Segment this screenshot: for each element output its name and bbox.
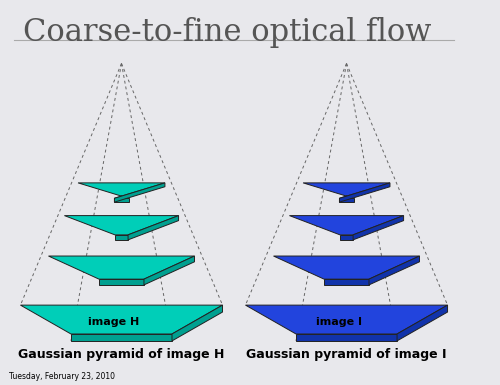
Polygon shape (99, 279, 144, 285)
Text: Tuesday, February 23, 2010: Tuesday, February 23, 2010 (9, 372, 115, 381)
Polygon shape (340, 235, 353, 240)
Text: image I: image I (316, 318, 362, 327)
Polygon shape (303, 183, 390, 198)
Polygon shape (48, 256, 195, 279)
Text: image H: image H (88, 318, 140, 327)
Text: Gaussian pyramid of image I: Gaussian pyramid of image I (246, 348, 447, 361)
Polygon shape (114, 198, 128, 202)
Polygon shape (340, 183, 390, 202)
Polygon shape (78, 183, 165, 198)
Polygon shape (290, 216, 404, 235)
Polygon shape (397, 305, 448, 341)
Polygon shape (20, 305, 222, 334)
Polygon shape (353, 216, 404, 240)
Polygon shape (115, 235, 128, 240)
Polygon shape (64, 216, 178, 235)
Text: Gaussian pyramid of image H: Gaussian pyramid of image H (18, 348, 225, 361)
Polygon shape (128, 216, 178, 240)
Text: Coarse-to-fine optical flow: Coarse-to-fine optical flow (22, 17, 431, 49)
Polygon shape (296, 334, 397, 341)
Polygon shape (144, 256, 194, 285)
Polygon shape (274, 256, 420, 279)
Polygon shape (369, 256, 420, 285)
Polygon shape (340, 198, 353, 202)
Polygon shape (246, 305, 448, 334)
Polygon shape (114, 183, 165, 202)
Polygon shape (324, 279, 369, 285)
Polygon shape (172, 305, 222, 341)
Polygon shape (71, 334, 172, 341)
